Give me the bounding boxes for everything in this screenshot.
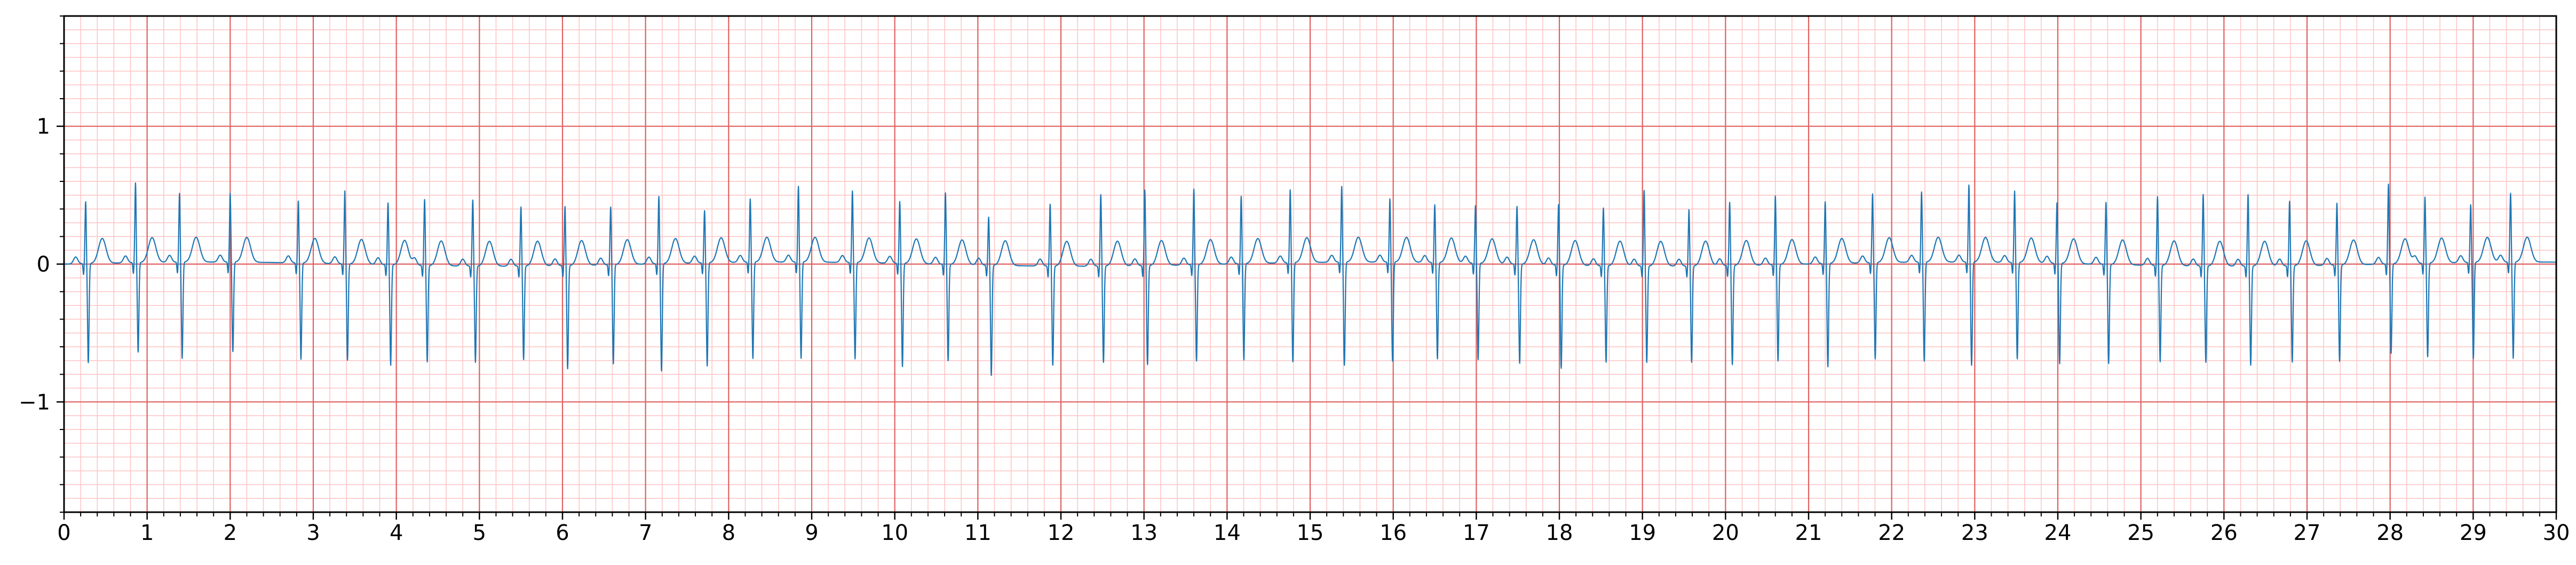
x-tick-label: 16 xyxy=(1380,521,1407,545)
x-tick-label: 7 xyxy=(639,521,652,545)
major-grid xyxy=(63,16,2557,512)
x-tick-label: 25 xyxy=(2127,521,2154,545)
x-tick-label: 8 xyxy=(722,521,735,545)
x-tick-label: 26 xyxy=(2210,521,2238,545)
x-tick-label: 1 xyxy=(140,521,154,545)
x-tick-label: 27 xyxy=(2294,521,2321,545)
x-tick-label: 29 xyxy=(2460,521,2487,545)
y-tick-label: −1 xyxy=(19,390,50,415)
x-tick-label: 11 xyxy=(964,521,992,545)
x-tick-label: 9 xyxy=(805,521,818,545)
x-tick-label: 28 xyxy=(2376,521,2404,545)
x-tick-label: 18 xyxy=(1546,521,1573,545)
x-tick-label: 12 xyxy=(1048,521,1075,545)
x-tick-label: 13 xyxy=(1130,521,1158,545)
y-tick-label: 1 xyxy=(37,115,50,139)
x-tick-label: 15 xyxy=(1297,521,1324,545)
x-tick-label: 30 xyxy=(2543,521,2570,545)
x-tick-label: 2 xyxy=(224,521,237,545)
x-tick-label: 4 xyxy=(390,521,403,545)
x-tick-label: 20 xyxy=(1712,521,1739,545)
y-axis: −1 0 1 xyxy=(19,15,64,513)
x-tick-label: 3 xyxy=(306,521,320,545)
x-axis: 0 1 2 3 4 5 6 7 8 9 10 11 12 13 14 15 16 17 18 19 20 21 22 23 24… xyxy=(57,512,2570,545)
ecg-trace-line xyxy=(64,182,2557,376)
x-tick-label: 14 xyxy=(1214,521,1241,545)
x-tick-label: 0 xyxy=(57,521,70,545)
x-tick-label: 10 xyxy=(881,521,908,545)
y-tick-label: 0 xyxy=(37,252,50,277)
x-tick-label: 24 xyxy=(2044,521,2072,545)
x-tick-label: 6 xyxy=(556,521,569,545)
x-tick-label: 19 xyxy=(1629,521,1656,545)
x-tick-label: 23 xyxy=(1961,521,1988,545)
x-tick-label: 5 xyxy=(473,521,486,545)
trace-layer xyxy=(64,182,2557,376)
x-tick-label: 17 xyxy=(1463,521,1490,545)
x-tick-label: 22 xyxy=(1878,521,1905,545)
x-tick-label: 21 xyxy=(1795,521,1822,545)
